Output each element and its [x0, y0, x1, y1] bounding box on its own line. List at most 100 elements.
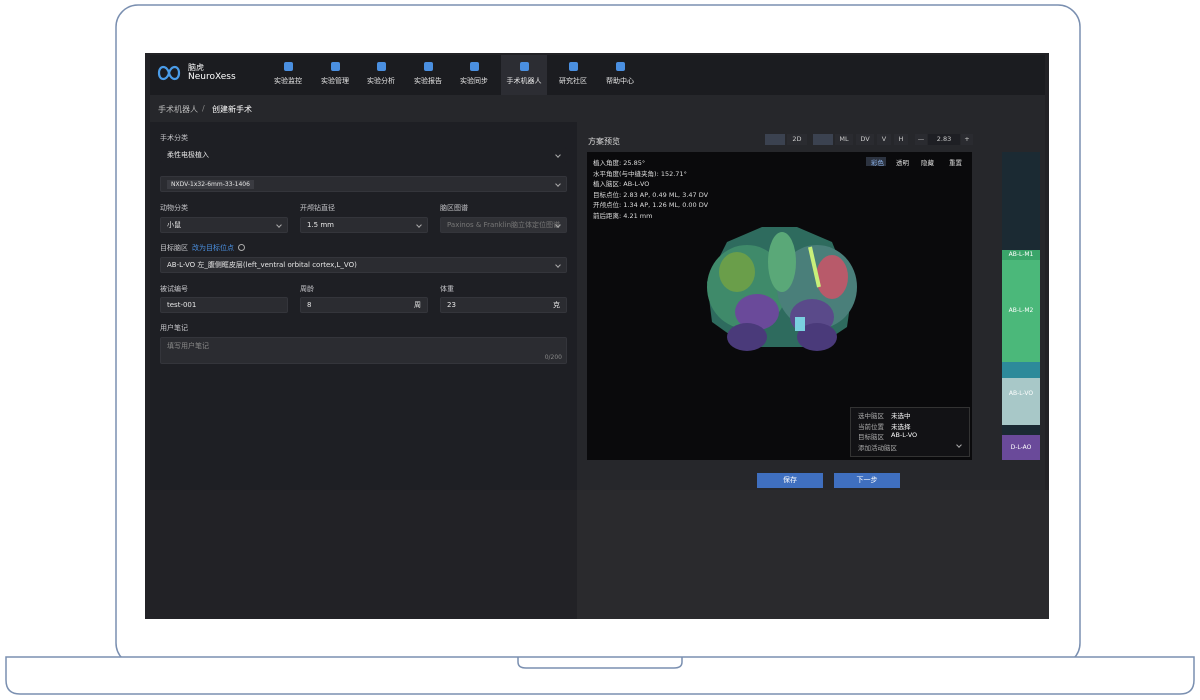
nav-item[interactable]: 研究社区 [551, 55, 595, 95]
value: 23 [447, 301, 456, 309]
nav-label: 实验监控 [274, 77, 302, 85]
nav-icon [568, 62, 578, 71]
view-button-active[interactable] [866, 157, 886, 166]
label: 被试编号 [160, 285, 188, 293]
toolbar-input[interactable]: 2.83 [928, 134, 960, 145]
nav-item[interactable]: 实验管理 [313, 55, 357, 95]
region-strip [1002, 152, 1040, 250]
brain-render [707, 227, 857, 351]
region-strip [1002, 425, 1040, 435]
legend-value: 未选中 [891, 412, 911, 420]
toolbar-button[interactable]: ML [835, 134, 853, 145]
nav-item[interactable]: 实验报告 [406, 55, 450, 95]
info-line: 植入角度: 25.85° [593, 159, 646, 167]
toolbar-button[interactable] [813, 134, 833, 145]
label: 脑区图谱 [440, 204, 468, 212]
legend-key: 当前位置 [858, 422, 884, 431]
breadcrumb[interactable]: 手术机器人 [158, 105, 198, 114]
select[interactable]: 柔性电极植入 [160, 147, 567, 163]
textarea[interactable]: 填写用户笔记 0/200 [160, 337, 567, 364]
select[interactable]: 1.5 mm [300, 217, 428, 233]
label: 开颅钻直径 [300, 204, 335, 212]
nav-item[interactable]: 帮助中心 [598, 55, 642, 95]
toolbar-button[interactable] [765, 134, 785, 145]
next-button[interactable]: 下一步 [834, 473, 900, 488]
nav-item[interactable]: 手术机器人 [501, 55, 547, 95]
nav-icon [423, 62, 433, 71]
placeholder: 填写用户笔记 [167, 342, 209, 350]
select[interactable]: 小鼠 [160, 217, 288, 233]
region: AB-L-VO [1002, 378, 1040, 425]
logo-en: NeuroXess [188, 72, 236, 82]
info-icon [238, 244, 245, 251]
value: test-001 [167, 301, 197, 309]
view-button[interactable]: 彩色 [871, 159, 884, 167]
link[interactable]: 改为目标位点 [192, 244, 234, 252]
toolbar-button[interactable]: DV [856, 134, 874, 145]
nav-item[interactable]: 实验监控 [266, 55, 310, 95]
legend-box [850, 407, 970, 457]
preview-title: 方案预览 [588, 137, 620, 146]
legend-key: 选中脑区 [858, 412, 884, 420]
region-strip [1002, 362, 1040, 378]
value: Paxinos & Franklin脑立体定位图谱 [447, 221, 561, 229]
save-button[interactable]: 保存 [757, 473, 823, 488]
select-disabled: Paxinos & Franklin脑立体定位图谱 [440, 217, 567, 233]
view-button[interactable]: 透明 [896, 159, 909, 167]
select[interactable]: NXDV-1x32-6mm-33-1406 [160, 176, 567, 192]
label: 周龄 [300, 285, 314, 293]
label: 体重 [440, 285, 454, 293]
nav-icon [330, 62, 340, 71]
view-button[interactable]: 隐藏 [921, 159, 934, 167]
nav-label: 实验管理 [321, 77, 349, 85]
label: 动物分类 [160, 204, 188, 212]
nav-label: 研究社区 [559, 77, 587, 85]
region: D-L-AO [1002, 435, 1040, 460]
nav-bar [150, 55, 1045, 95]
unit: 周 [414, 301, 421, 309]
info-line: 前后距离: 4.21 mm [593, 211, 653, 220]
info-line: 开颅点位: 1.34 AP, 1.26 ML, 0.00 DV [593, 201, 709, 209]
label: 目标脑区 [160, 244, 188, 252]
toolbar-button[interactable]: — [915, 134, 927, 145]
view-button[interactable]: 重置 [949, 159, 962, 167]
nav-label: 实验分析 [367, 77, 395, 85]
counter: 0/200 [544, 354, 562, 361]
nav-icon [283, 62, 293, 71]
info-line: 目标点位: 2.83 AP, 0.49 ML, 3.47 DV [593, 190, 709, 199]
select[interactable]: AB-L-VO 左_腹侧眶皮层(left_ventral orbital cor… [160, 257, 567, 273]
region: AB-L-M1 [1002, 250, 1040, 260]
nav-icon [519, 62, 529, 71]
legend-key: 目标脑区 [858, 433, 884, 441]
nav-icon [615, 62, 625, 71]
nav-label: 帮助中心 [606, 77, 634, 85]
breadcrumb-bar [150, 95, 1045, 122]
legend-value: 未选择 [891, 422, 911, 431]
region: AB-L-M2 [1002, 260, 1040, 362]
toolbar-button[interactable]: 2D [787, 134, 807, 145]
info-line: 水平角度(与中缝夹角): 152.71° [593, 169, 687, 178]
legend-key: 添加活动脑区 [858, 443, 897, 452]
nav-icon [376, 62, 386, 71]
label: 手术分类 [160, 134, 188, 142]
value: 8 [307, 301, 312, 309]
info-line: 植入脑区: AB-L-VO [593, 180, 650, 188]
nav-item[interactable]: 实验同步 [452, 55, 496, 95]
input[interactable]: test-001 [160, 297, 288, 313]
input[interactable]: 23 克 [440, 297, 567, 313]
breadcrumb: 创建新手术 [212, 105, 252, 114]
nav-item[interactable]: 实验分析 [359, 55, 403, 95]
unit: 克 [553, 301, 560, 309]
tag: NXDV-1x32-6mm-33-1406 [167, 180, 254, 189]
toolbar-button[interactable]: H [894, 134, 908, 145]
toolbar-button[interactable]: V [877, 134, 891, 145]
label: 用户笔记 [160, 324, 188, 332]
nav-label: 实验报告 [414, 77, 442, 85]
toolbar-button[interactable]: + [961, 134, 973, 145]
value: 小鼠 [167, 221, 181, 229]
nav-label: 实验同步 [460, 77, 488, 85]
nav-label: 手术机器人 [506, 77, 542, 85]
nav-icon [469, 62, 479, 71]
